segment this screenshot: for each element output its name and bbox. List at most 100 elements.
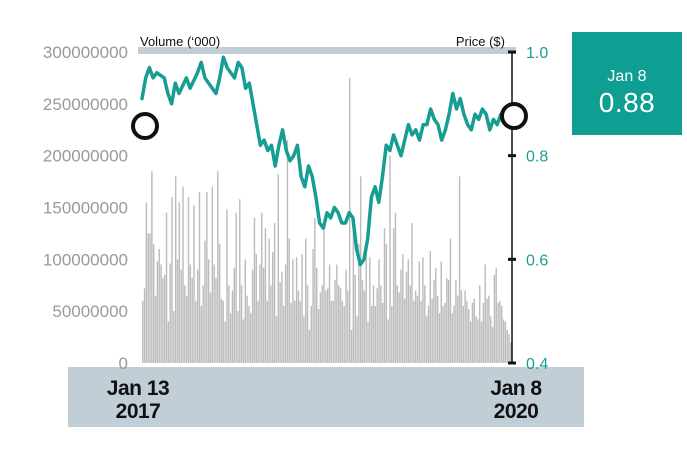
volume-bar: [431, 298, 433, 363]
volume-bar: [182, 186, 184, 363]
volume-bar: [242, 319, 245, 363]
price-line: [140, 55, 514, 267]
volume-bar: [204, 240, 206, 363]
volume-bar: [264, 228, 267, 363]
volume-bar: [228, 285, 230, 363]
volume-bar: [348, 77, 351, 364]
volume-bar: [240, 285, 243, 363]
volume-bar: [427, 305, 430, 363]
volume-bar: [480, 321, 483, 363]
volume-bar: [429, 251, 431, 363]
volume-bar: [327, 288, 329, 363]
volume-axis-title: Volume (‘000): [140, 34, 220, 49]
volume-bar: [347, 290, 349, 363]
volume-bar: [244, 259, 246, 363]
volume-bar: [253, 217, 256, 363]
volume-tick-label: 200000000: [43, 147, 128, 166]
volume-bar: [433, 280, 435, 363]
volume-bar: [449, 238, 452, 363]
volume-bar: [248, 305, 250, 363]
volume-bar: [473, 298, 475, 363]
volume-bar: [250, 313, 252, 363]
volume-bar: [490, 316, 492, 363]
volume-bar: [495, 267, 497, 363]
volume-bar: [215, 277, 217, 363]
volume-bar: [154, 295, 157, 363]
volume-bar: [442, 305, 444, 363]
price-tick-label: 0.6: [526, 252, 548, 269]
volume-bar: [471, 302, 474, 363]
volume-bar: [499, 300, 501, 363]
volume-bar: [178, 202, 181, 363]
volume-bar: [424, 285, 426, 363]
volume-bar: [233, 267, 236, 363]
volume-bar: [151, 171, 153, 363]
volume-bar: [497, 302, 499, 363]
volume-bar: [173, 311, 175, 363]
volume-bar: [455, 280, 457, 363]
volume-bar: [142, 300, 144, 363]
volume-bar: [200, 305, 203, 363]
volume-tick-label: 50000000: [52, 302, 128, 321]
volume-bar: [272, 252, 274, 363]
volume-bar: [284, 264, 287, 363]
volume-bar: [468, 309, 470, 363]
volume-bar: [385, 243, 388, 363]
volume-bar: [270, 285, 272, 363]
volume-bar: [458, 176, 461, 363]
volume-bar: [383, 228, 386, 363]
volume-bar: [436, 295, 439, 363]
volume-bar: [365, 251, 367, 363]
volume-bar: [314, 217, 316, 363]
volume-tick-label: 250000000: [43, 95, 128, 114]
volume-bar: [217, 171, 219, 363]
volume-bar: [493, 274, 496, 363]
volume-bar: [409, 285, 411, 363]
volume-bar: [288, 238, 290, 363]
volume-bar: [184, 285, 186, 363]
volume-bar: [171, 197, 173, 363]
volume-bar: [209, 292, 212, 363]
end-date-label: Jan 8: [490, 377, 542, 400]
volume-bar: [316, 267, 318, 363]
volume-bar: [156, 261, 159, 363]
volume-bar: [224, 321, 226, 363]
volume-bar: [189, 264, 192, 363]
volume-bar: [281, 271, 283, 363]
volume-bar: [451, 313, 453, 363]
price-axis: 0.4 0.6 0.8 1.0: [508, 45, 548, 373]
volume-bar: [191, 277, 193, 363]
volume-bar: [299, 300, 301, 363]
volume-bar: [211, 186, 214, 363]
volume-bar: [163, 274, 166, 363]
volume-bar: [165, 212, 168, 363]
volume-bar: [352, 230, 355, 363]
volume-bar: [222, 300, 225, 363]
volume-bar: [147, 233, 149, 363]
volume-bar: [275, 316, 278, 363]
volume-tick-label: 150000000: [43, 199, 128, 218]
volume-bar: [283, 305, 285, 363]
volume-bar: [257, 300, 259, 363]
volume-bar: [206, 191, 208, 363]
volume-bar: [369, 257, 371, 363]
volume-bar: [319, 292, 322, 363]
volume-bar: [268, 238, 270, 363]
volume-bar: [237, 311, 239, 363]
volume-bar: [339, 288, 342, 363]
volume-bar: [176, 259, 179, 363]
volume-bar: [508, 333, 510, 363]
price-tick-label: 1.0: [526, 45, 548, 62]
volume-bar: [180, 269, 182, 363]
volume-bar: [479, 285, 481, 363]
volume-bar: [453, 305, 455, 363]
volume-bar: [286, 140, 289, 363]
volume-bar: [328, 264, 331, 363]
volume-bar: [187, 197, 190, 363]
volume-bar: [380, 285, 382, 363]
volume-bar: [469, 321, 472, 363]
volume-bar: [510, 342, 512, 363]
volume-bar: [295, 257, 298, 363]
volume-bar: [207, 259, 210, 363]
volume-bar: [407, 259, 410, 363]
